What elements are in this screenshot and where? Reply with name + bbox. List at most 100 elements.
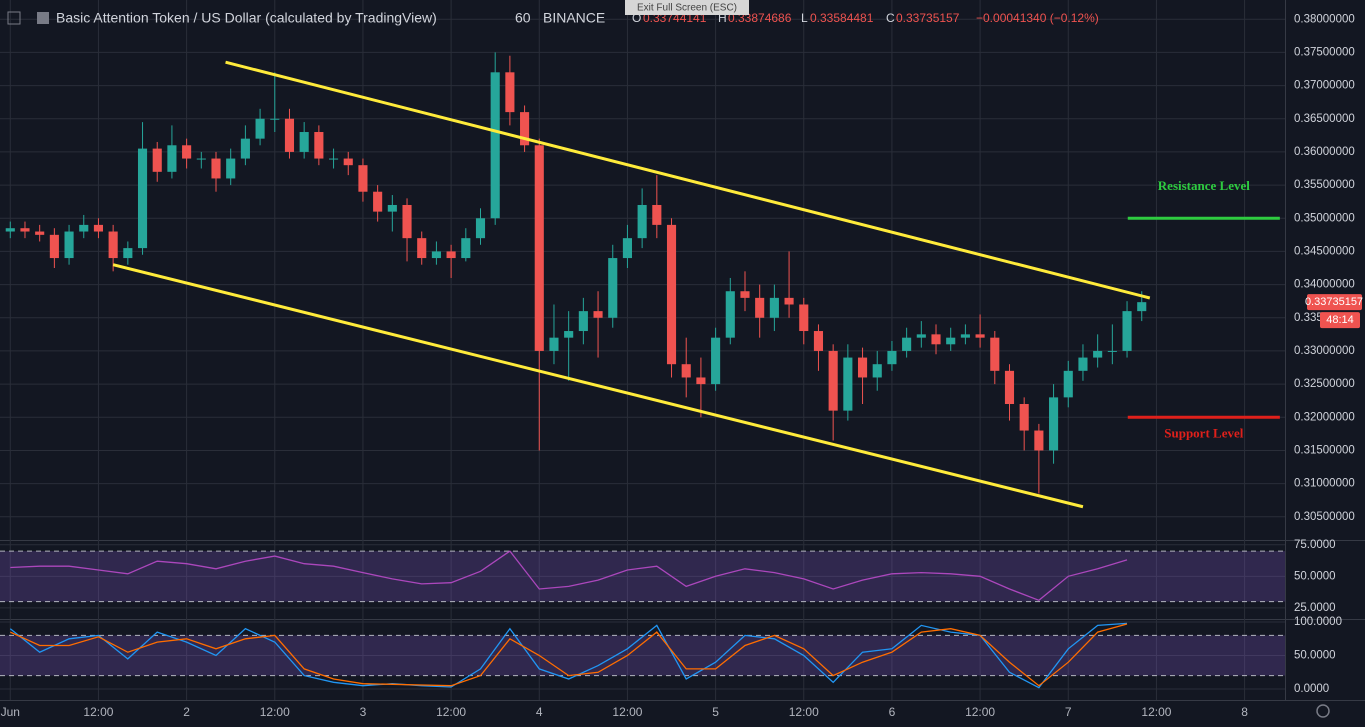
candle-body — [284, 118, 295, 152]
candle-body — [152, 148, 162, 172]
candle-body — [505, 72, 515, 113]
countdown: 48:14 — [1326, 314, 1354, 326]
x-tick-label: 12:00 — [965, 705, 995, 719]
y-tick-label: 0.36500000 — [1294, 113, 1355, 125]
y-tick-label: 0.30500000 — [1294, 511, 1355, 523]
candle-body — [681, 364, 691, 378]
candle-body — [167, 145, 177, 172]
candle-body — [1122, 311, 1132, 351]
candle-body — [490, 72, 500, 219]
x-tick-label: 12:00 — [436, 705, 466, 719]
y-tick-label: 0.32500000 — [1294, 378, 1355, 390]
candle-body — [902, 337, 912, 351]
candle-body — [402, 204, 412, 239]
y-tick-label: 0.0000 — [1294, 683, 1329, 695]
x-tick-label: 8 — [1241, 705, 1248, 719]
candle-body — [1137, 302, 1147, 312]
x-tick-label: 12:00 — [789, 705, 819, 719]
candle-body — [1093, 350, 1103, 358]
exchange[interactable]: BINANCE — [543, 10, 605, 26]
candle-body — [887, 350, 897, 365]
candle-body — [725, 291, 735, 338]
candle-body — [740, 291, 750, 298]
settings-icon[interactable] — [1316, 704, 1330, 718]
open-label: O — [632, 11, 641, 25]
candle-body — [769, 297, 779, 318]
symbol[interactable]: Basic Attention Token / US Dollar (calcu… — [56, 10, 437, 26]
candle-body — [343, 158, 353, 166]
candle-body — [49, 234, 59, 259]
y-tick-label: 50.0000 — [1294, 650, 1336, 662]
trendline — [225, 60, 1151, 300]
candle-body — [79, 224, 89, 232]
candle-body — [828, 350, 838, 411]
x-tick-label: 3 — [360, 705, 367, 719]
candle-body — [358, 165, 368, 192]
candle-body — [226, 158, 236, 179]
x-tick-label: 12:00 — [260, 705, 290, 719]
y-tick-label: 0.36000000 — [1294, 146, 1355, 158]
candle-body — [64, 231, 74, 259]
candle-body — [755, 297, 765, 318]
candle-body — [314, 132, 324, 159]
y-tick-label: 25.0000 — [1294, 602, 1336, 614]
last-price-tag — [1307, 294, 1362, 311]
x-tick-label: 4 — [536, 705, 543, 719]
y-tick-label: 0.335 — [1294, 312, 1323, 324]
low-value: 0.33584481 — [810, 11, 874, 25]
y-tick-label: 0.37000000 — [1294, 80, 1355, 92]
candle-body — [240, 138, 250, 159]
axis: Jun 12:00 2 12:00 3 12:00 4 12:00 5 12:00 6 12:00 7 1… — [1, 13, 1363, 719]
y-tick-label: 0.38000000 — [1294, 13, 1355, 25]
y-tick-label: 0.37500000 — [1294, 46, 1355, 58]
y-tick-label: 75.0000 — [1294, 539, 1336, 551]
candle-body — [564, 331, 574, 338]
low-label: L — [801, 11, 808, 25]
tooltip: Exit Full Screen (ESC) — [637, 3, 737, 14]
candle-body — [373, 191, 383, 212]
candle-body — [1107, 350, 1117, 352]
x-tick-label: 12:00 — [83, 705, 113, 719]
candle-body — [1078, 357, 1088, 371]
candle-body — [255, 118, 265, 139]
x-tick-label: 2 — [183, 705, 190, 719]
candle-body — [622, 238, 632, 259]
candle-body — [5, 228, 15, 232]
y-tick-label: 0.31000000 — [1294, 478, 1355, 490]
candle-body — [946, 337, 956, 345]
interval[interactable]: 60 — [515, 10, 531, 26]
candle-body — [108, 231, 118, 259]
close-label: C — [886, 11, 895, 25]
x-tick-label: 5 — [712, 705, 719, 719]
candle-body — [446, 251, 456, 259]
candle-body — [211, 158, 221, 179]
candle-body — [534, 145, 544, 351]
y-tick-label: 0.31500000 — [1294, 444, 1355, 456]
candle-body — [960, 334, 970, 338]
candle-body — [417, 238, 427, 259]
candle-body — [843, 357, 853, 411]
candle-body — [990, 337, 1000, 371]
candle-body — [196, 158, 206, 160]
band — [0, 551, 1285, 602]
x-tick-label: 6 — [889, 705, 896, 719]
plot: Resistance Level Support Level — [5, 52, 1280, 689]
candle-body — [813, 331, 824, 351]
header: Basic Attention Token / US Dollar (calcu… — [7, 0, 1330, 718]
y-tick-label: 0.32000000 — [1294, 411, 1355, 423]
indicator-line — [10, 623, 1128, 687]
candle-body — [520, 112, 530, 146]
y-tick-label: 100.0000 — [1294, 616, 1342, 628]
x-tick-label: 12:00 — [1141, 705, 1171, 719]
level-label: Resistance Level — [1158, 178, 1250, 193]
candle-body — [857, 357, 868, 378]
countdown-tag — [1320, 312, 1360, 329]
candle-body — [608, 258, 618, 318]
candle-body — [1049, 397, 1059, 451]
candle-body — [784, 297, 794, 305]
compare-icon[interactable] — [37, 12, 49, 24]
candle-body — [431, 251, 441, 259]
trendline — [112, 263, 1084, 509]
candle-body — [549, 337, 559, 351]
